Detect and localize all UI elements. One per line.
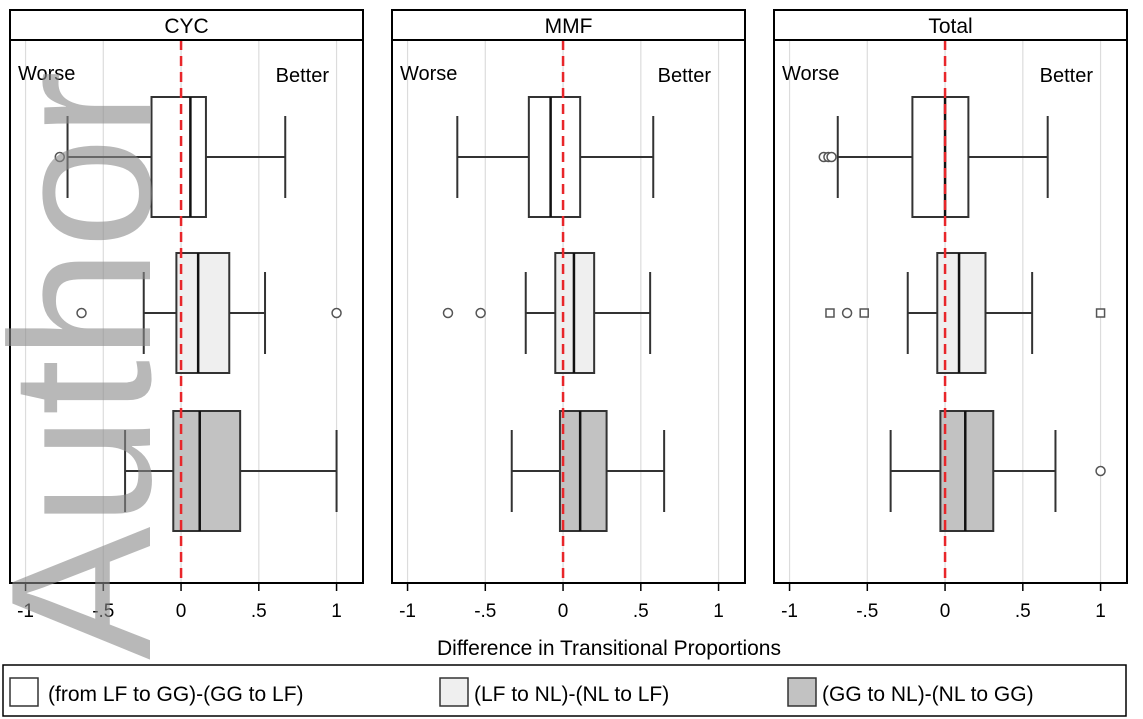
box-iqr (150, 96, 207, 218)
legend-items: (from LF to GG)-(GG to LF) (LF to NL)-(NL… (9, 677, 1034, 707)
box-cyc-3 (124, 410, 338, 532)
box-iqr (172, 410, 242, 532)
box-cyc-1 (54, 96, 287, 218)
panels: Worse Better CYC -1 -.5 0 .5 1 Worse Better MMF -1 -… (9, 9, 1128, 622)
x-tick-label: 1 (331, 601, 342, 622)
box-iqr (911, 96, 970, 218)
x-tick-label: .5 (633, 601, 649, 622)
panel-mmf: Worse Better MMF -1 -.5 0 .5 1 (391, 9, 746, 622)
worse-label: Worse (400, 63, 457, 85)
x-tick-label: .5 (251, 601, 267, 622)
outlier-point (859, 308, 869, 318)
x-tick-label: -.5 (92, 601, 114, 622)
outlier-point (76, 307, 87, 319)
outlier-point (841, 307, 853, 319)
outlier-point (826, 151, 837, 163)
box-iqr (939, 410, 995, 532)
x-tick-label: 0 (940, 601, 951, 622)
x-tick-label: -1 (399, 601, 416, 622)
outlier-point (54, 151, 66, 163)
box-total-3 (889, 410, 1106, 532)
panel-title: Total (928, 15, 972, 38)
panel-title-strip (9, 9, 364, 41)
panel-total: Worse Better Total -1 -.5 0 .5 1 (773, 9, 1128, 622)
worse-label: Worse (782, 63, 839, 85)
better-label: Better (276, 65, 330, 87)
x-tick-label: 1 (713, 601, 724, 622)
box-total-1 (818, 96, 1049, 218)
legend-swatch-3 (787, 677, 817, 707)
panel-title-strip (773, 9, 1128, 41)
better-label: Better (658, 65, 712, 87)
box-mmf-2 (442, 252, 652, 374)
x-tick-label: 1 (1095, 601, 1106, 622)
outlier-point (442, 307, 454, 319)
legend-label-2: (LF to NL)-(NL to LF) (474, 683, 669, 706)
x-tick-label: -1 (17, 601, 34, 622)
box-iqr (558, 410, 608, 532)
x-tick-label: -1 (781, 601, 798, 622)
x-tick-label: 0 (558, 601, 569, 622)
x-tick-label: 0 (176, 601, 187, 622)
box-cyc-2 (76, 252, 342, 374)
legend-border (2, 664, 1127, 717)
legend-swatch-2 (439, 677, 469, 707)
panel-title-strip (391, 9, 746, 41)
outlier-point (825, 308, 835, 318)
legend-swatch-1 (9, 677, 39, 707)
legend-label-3: (GG to NL)-(NL to GG) (822, 683, 1034, 706)
box-iqr (527, 96, 582, 218)
box-mmf-1 (456, 96, 655, 218)
panel-title: CYC (164, 15, 208, 38)
box-iqr (175, 252, 231, 374)
watermark: Author (0, 71, 193, 660)
panel-cyc: Worse Better CYC -1 -.5 0 .5 1 (9, 9, 364, 622)
outlier-point (1095, 465, 1106, 477)
watermark-text: Author (0, 71, 193, 660)
panel-title: MMF (545, 15, 593, 38)
x-axis-label: Difference in Transitional Proportions (437, 637, 781, 660)
x-tick-label: -.5 (856, 601, 878, 622)
outlier-point (1095, 308, 1106, 318)
legend: (from LF to GG)-(GG to LF) (LF to NL)-(NL… (2, 664, 1127, 717)
outlier-point (331, 307, 342, 319)
worse-label: Worse (18, 63, 75, 85)
x-tick-label: -.5 (474, 601, 496, 622)
legend-label-1: (from LF to GG)-(GG to LF) (48, 683, 304, 706)
outlier-point (475, 307, 486, 319)
x-tick-label: .5 (1015, 601, 1031, 622)
better-label: Better (1040, 65, 1094, 87)
box-mmf-3 (510, 410, 666, 532)
